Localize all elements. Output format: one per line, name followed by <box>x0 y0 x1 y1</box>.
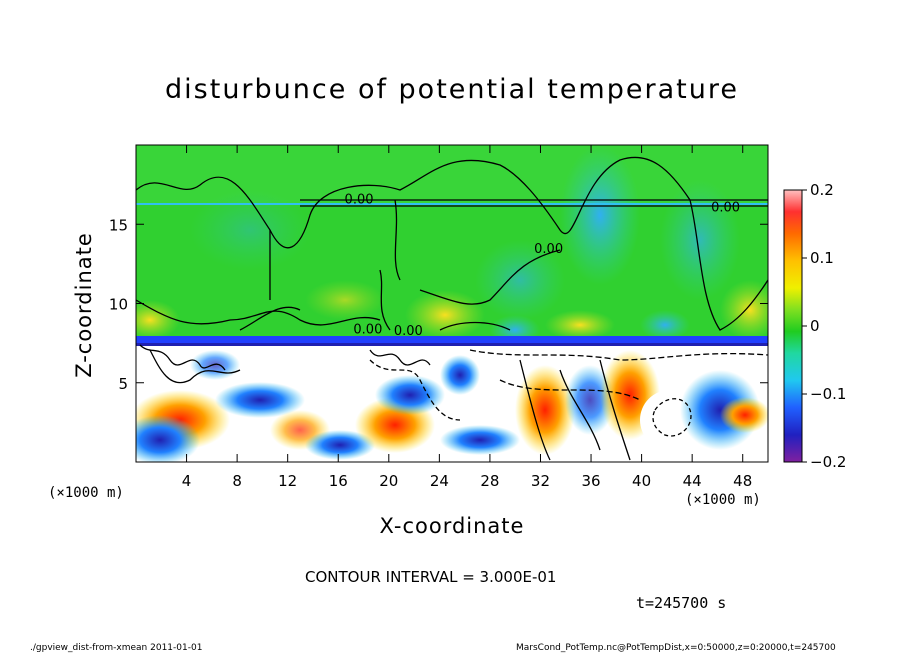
colorbar-tick-label: 0 <box>810 317 820 335</box>
x-tick-label: 4 <box>182 472 192 490</box>
contour-label: 0.00 <box>394 324 423 339</box>
x-tick-label: 40 <box>632 472 651 490</box>
x-tick-label: 24 <box>430 472 449 490</box>
x-tick-label: 8 <box>232 472 242 490</box>
x-tick-label: 20 <box>379 472 398 490</box>
contour-label: 0.00 <box>534 242 563 257</box>
y-tick-label: 5 <box>118 375 128 393</box>
x-axis-label: X-coordinate <box>0 514 904 538</box>
colorbar-tick-label: −0.2 <box>810 453 846 471</box>
contour-label: 0.00 <box>345 193 374 208</box>
x-axis-label-text: X-coordinate <box>379 514 525 538</box>
chart-title: disturbunce of potential temperature <box>165 74 739 105</box>
contour-labels: 0.00 0.00 0.00 0.00 0.00 <box>345 193 741 340</box>
x-axis-ticks: 4 8 12 16 20 24 28 32 36 40 44 48 <box>182 145 752 490</box>
x-tick-label: 32 <box>531 472 550 490</box>
x-tick-label: 48 <box>733 472 752 490</box>
heatmap-field <box>136 145 768 462</box>
colorbar-tick-label: 0.1 <box>810 249 834 267</box>
contour-label: 0.00 <box>711 201 740 216</box>
y-axis-ticks: 5 10 15 <box>109 216 768 393</box>
x-tick-label: 28 <box>480 472 499 490</box>
x-tick-label: 12 <box>278 472 297 490</box>
x-unit-label-right: (×1000 m) <box>685 492 761 508</box>
x-tick-label: 16 <box>329 472 348 490</box>
colorbar-tick-label: 0.2 <box>810 181 834 199</box>
colorbar <box>783 189 803 463</box>
x-tick-label: 44 <box>683 472 702 490</box>
y-tick-label: 10 <box>109 296 128 314</box>
x-unit-label-left: (×1000 m) <box>48 485 124 501</box>
time-label: t=245700 s <box>636 594 727 612</box>
x-tick-label: 36 <box>581 472 600 490</box>
contour-interval-text: CONTOUR INTERVAL = 3.000E-01 <box>305 568 557 586</box>
footer-left: ./gpview_dist-from-xmean 2011-01-01 <box>30 643 203 653</box>
y-tick-label: 15 <box>109 216 128 234</box>
contour-lines <box>136 156 768 461</box>
colorbar-ticks: 0.2 0.1 0 −0.1 −0.2 <box>802 181 846 471</box>
footer-right: MarsCond_PotTemp.nc@PotTempDist,x=0:5000… <box>516 643 836 653</box>
contour-label: 0.00 <box>353 323 382 338</box>
colorbar-tick-label: −0.1 <box>810 385 846 403</box>
